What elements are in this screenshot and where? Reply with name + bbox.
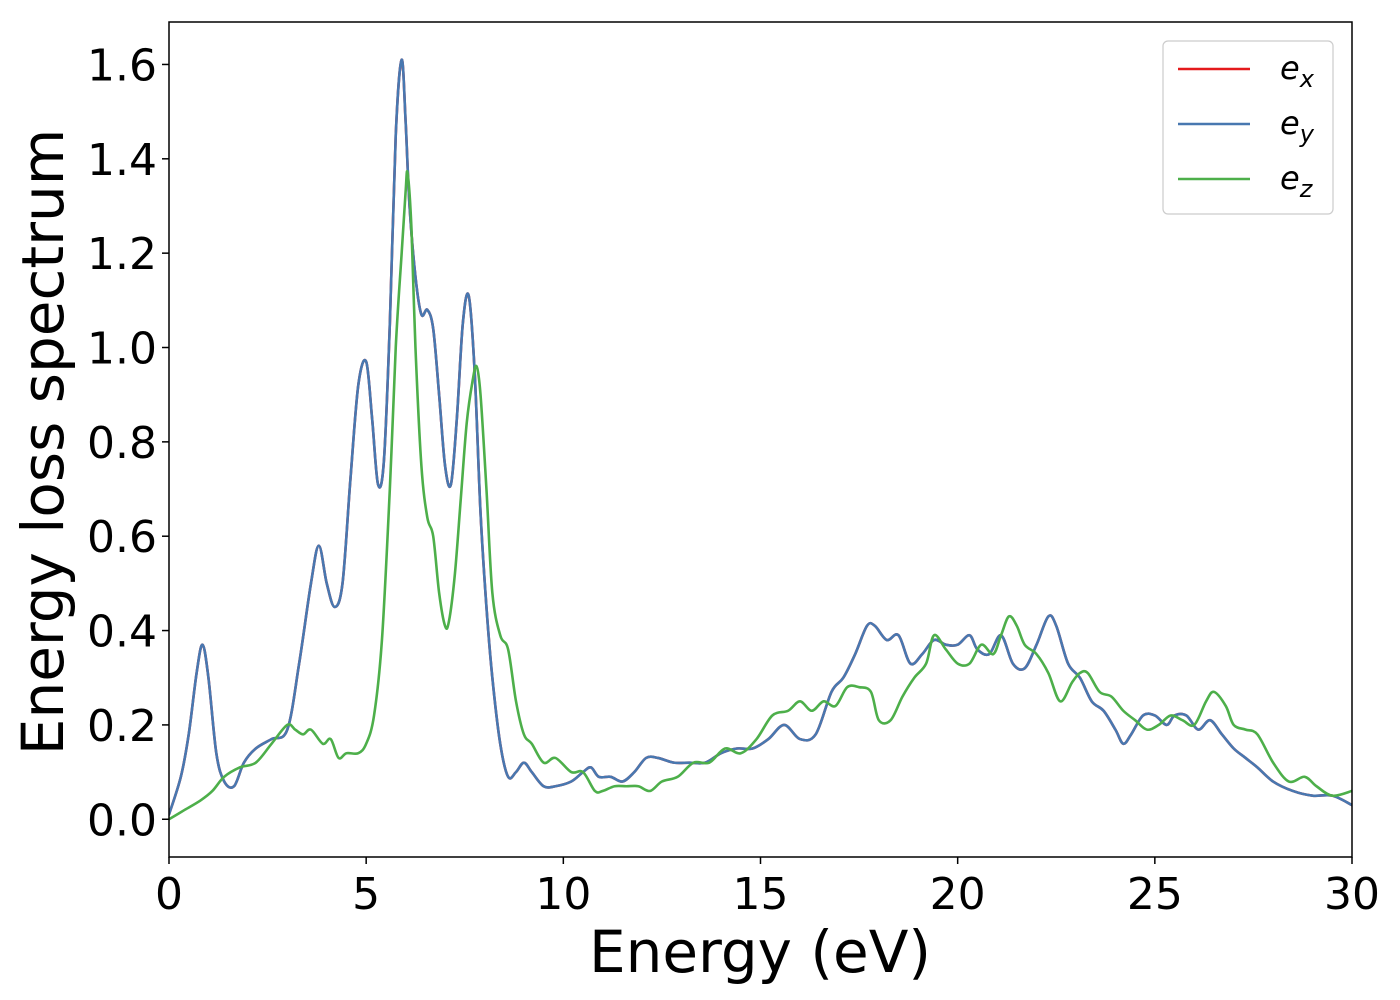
y-tick-label: 1.0 (87, 324, 157, 375)
x-tick-label: 25 (1127, 869, 1183, 920)
series-line-ez (169, 170, 1352, 821)
y-tick-label: 1.4 (87, 135, 157, 186)
x-tick-label: 10 (535, 869, 591, 920)
y-tick-label: 0.8 (87, 418, 157, 469)
legend-subscript-z: z (1299, 175, 1314, 203)
y-tick-label: 1.2 (87, 229, 157, 280)
y-tick-label: 0.4 (87, 607, 157, 658)
y-tick-label: 0.0 (87, 795, 157, 846)
x-tick-label: 30 (1324, 869, 1380, 920)
x-tick-label: 0 (155, 869, 183, 920)
y-tick-label: 0.2 (87, 701, 157, 752)
y-tick-label: 1.6 (87, 40, 157, 91)
y-axis-ticks: 0.0 0.2 0.4 0.6 0.8 1.0 1.2 1.4 1.6 (87, 40, 169, 846)
series-line-ey (169, 58, 1352, 816)
x-tick-label: 5 (352, 869, 380, 920)
legend-subscript-y: y (1299, 120, 1315, 148)
x-tick-label: 15 (733, 869, 789, 920)
y-axis-label: Energy loss spectrum (9, 129, 77, 755)
legend-subscript-x: x (1299, 65, 1315, 93)
y-tick-label: 0.6 (87, 512, 157, 563)
series-layer (169, 58, 1352, 821)
x-axis-ticks: 0 5 10 15 20 25 30 (155, 857, 1380, 920)
x-axis-label: Energy (eV) (589, 918, 931, 986)
x-tick-label: 20 (930, 869, 986, 920)
legend-box (1162, 40, 1334, 215)
